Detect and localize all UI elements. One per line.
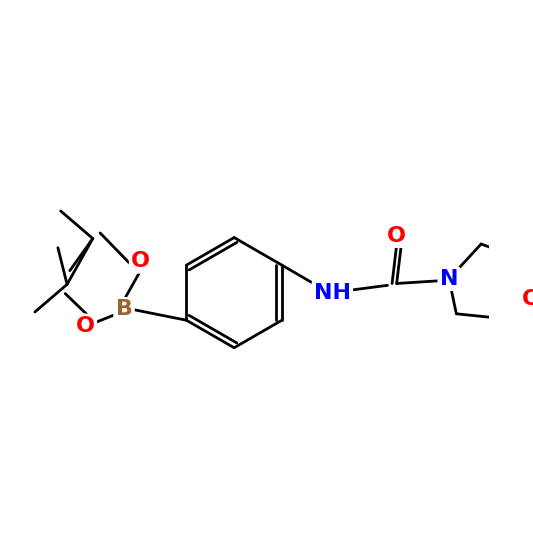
Text: O: O: [76, 316, 95, 336]
Text: B: B: [116, 299, 133, 319]
Text: NH: NH: [314, 282, 351, 303]
Text: O: O: [387, 226, 406, 246]
Text: N: N: [440, 269, 458, 289]
Text: O: O: [131, 252, 150, 271]
Text: O: O: [522, 289, 533, 309]
